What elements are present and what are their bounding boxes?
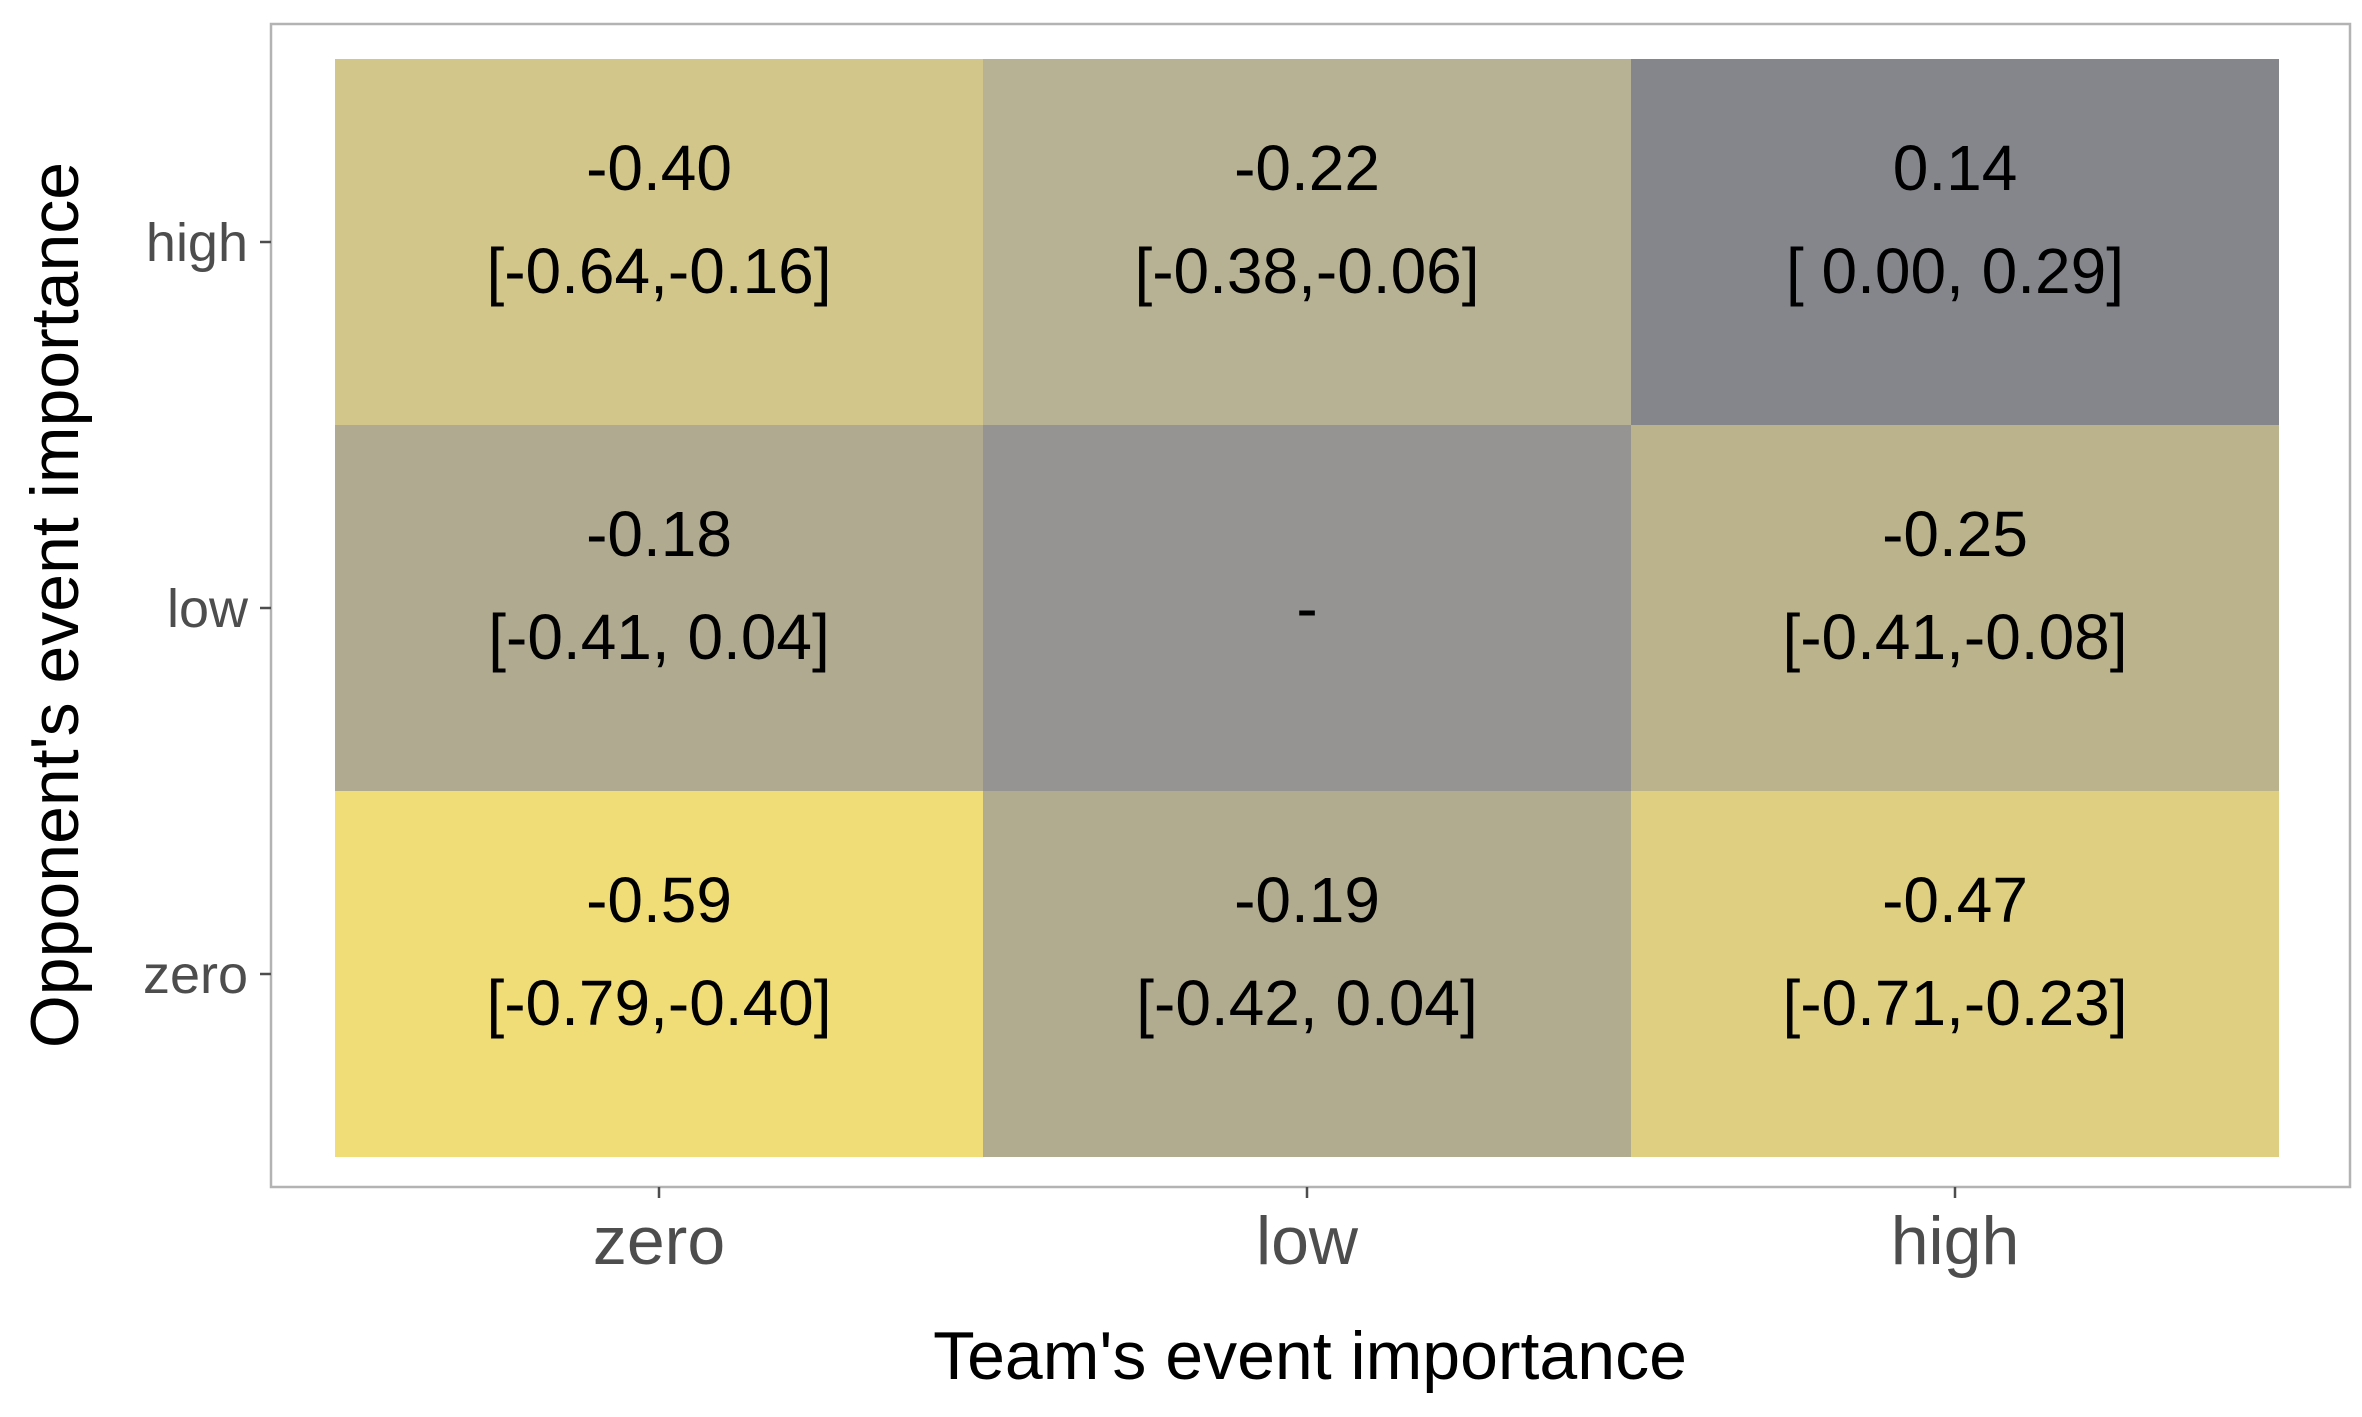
cell-value-label: -0.18 (586, 498, 732, 570)
y-axis-title: Opponent's event importance (17, 162, 93, 1048)
heatmap-cell-rect (335, 59, 983, 425)
heatmap-cells: -0.40 [-0.64,-0.16] -0.22 [-0.38,-0.06] 0.14… (335, 59, 2279, 1157)
heatmap-cell-rect (983, 59, 1631, 425)
heatmap-cell-rect (1631, 59, 2279, 425)
cell-value-label: - (1296, 572, 1317, 644)
cell-ci-label: [-0.41,-0.08] (1782, 601, 2127, 673)
axis-ticks: zero low high zero low high (143, 213, 2019, 1279)
cell-ci-label: [-0.42, 0.04] (1136, 967, 1478, 1039)
heatmap-cell: -0.59 [-0.79,-0.40] (335, 791, 983, 1157)
x-tick-label: high (1891, 1203, 2020, 1279)
x-tick-label: low (1256, 1203, 1359, 1279)
heatmap-cell: -0.47 [-0.71,-0.23] (1631, 791, 2279, 1157)
heatmap-cell-rect (335, 791, 983, 1157)
x-axis-title: Team's event importance (933, 1318, 1687, 1394)
heatmap-cell-rect (983, 425, 1631, 791)
y-tick-label: high (146, 213, 248, 273)
x-tick-label: zero (593, 1203, 725, 1279)
heatmap-cell-rect (335, 425, 983, 791)
cell-value-label: -0.40 (586, 132, 732, 204)
y-tick-label: zero (143, 945, 248, 1005)
y-tick-label: low (167, 579, 249, 639)
cell-ci-label: [ 0.00, 0.29] (1786, 235, 2124, 307)
cell-ci-label: [-0.64,-0.16] (486, 235, 831, 307)
cell-ci-label: [-0.71,-0.23] (1782, 967, 2127, 1039)
cell-value-label: -0.59 (586, 864, 732, 936)
heatmap-cell-rect (1631, 425, 2279, 791)
heatmap-cell: -0.18 [-0.41, 0.04] (335, 425, 983, 791)
cell-value-label: 0.14 (1893, 132, 2018, 204)
heatmap-cell: 0.14 [ 0.00, 0.29] (1631, 59, 2279, 425)
heatmap-cell: -0.22 [-0.38,-0.06] (983, 59, 1631, 425)
heatmap-cell-rect (1631, 791, 2279, 1157)
cell-value-label: -0.47 (1882, 864, 2028, 936)
heatmap-cell: -0.19 [-0.42, 0.04] (983, 791, 1631, 1157)
cell-ci-label: [-0.41, 0.04] (488, 601, 830, 673)
panel-border (269, 22, 2352, 1189)
cell-value-label: -0.19 (1234, 864, 1380, 936)
heatmap-cell-rect (983, 791, 1631, 1157)
heatmap-cell: -0.40 [-0.64,-0.16] (335, 59, 983, 425)
cell-ci-label: [-0.79,-0.40] (486, 967, 831, 1039)
heatmap-cell: - (983, 425, 1631, 791)
cell-ci-label: [-0.38,-0.06] (1134, 235, 1479, 307)
heatmap-cell: -0.25 [-0.41,-0.08] (1631, 425, 2279, 791)
cell-value-label: -0.22 (1234, 132, 1380, 204)
cell-value-label: -0.25 (1882, 498, 2028, 570)
